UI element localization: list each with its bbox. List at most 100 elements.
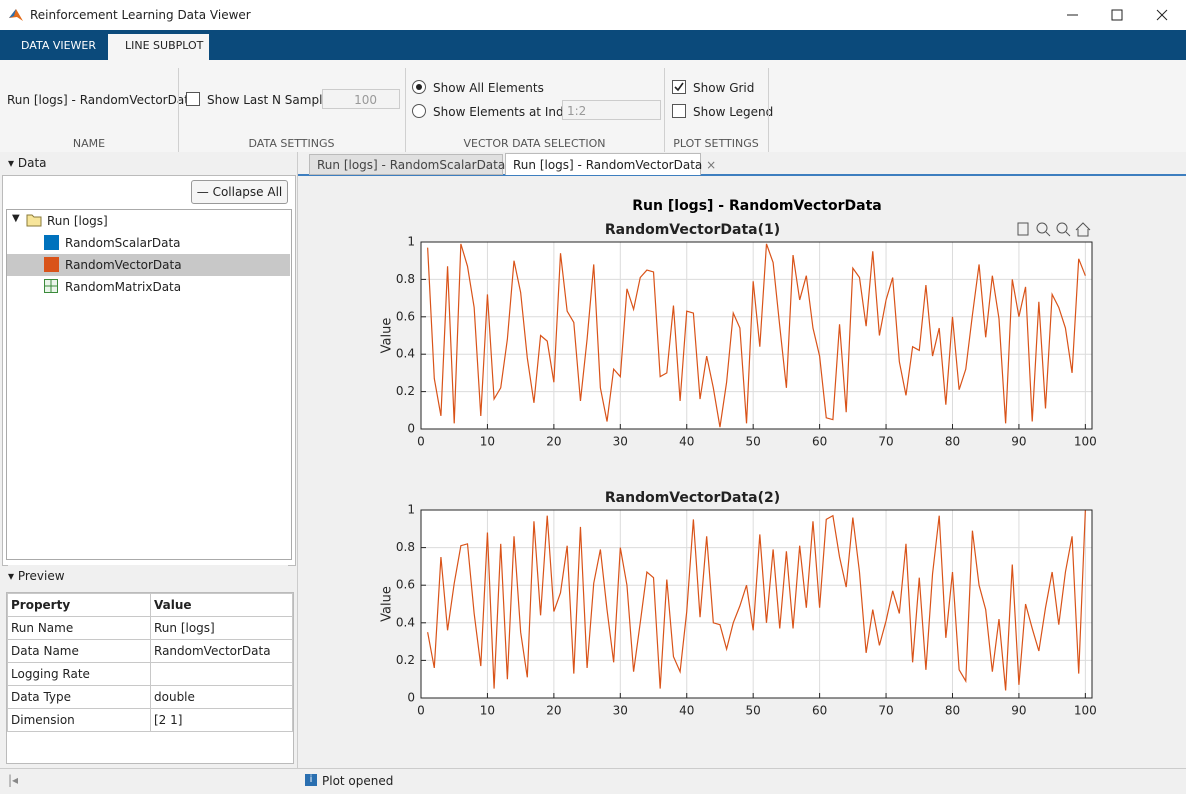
x-tick-label: 70 [878,435,893,449]
y-tick-label: 0.2 [396,653,415,667]
preview-table: Property Value Run Name Run [logs] Data Na… [7,593,293,732]
y-tick-label: 0 [407,691,415,705]
table-cell: Run [logs] [150,616,293,640]
y-tick-label: 0.6 [396,578,415,592]
radio-label: Show Elements at Index [433,105,578,119]
window-controls[interactable] [1050,0,1186,30]
tree-node[interactable]: RandomMatrixData [65,280,182,294]
tree-node[interactable]: RandomVectorData [65,258,182,272]
x-tick-label: 60 [812,704,827,718]
x-tick-label: 40 [679,435,694,449]
x-tick-label: 10 [480,435,495,449]
table-header: Value [150,593,293,617]
x-tick-label: 20 [546,704,561,718]
axes-title: RandomVectorData(1) [605,222,780,238]
plot-area: Run [logs] - RandomVectorData 0 10 20 30 40 5… [380,198,1097,718]
x-tick-label: 90 [1011,435,1026,449]
axes-toolbar[interactable] [1017,222,1091,237]
x-tick-label: 0 [417,704,425,718]
section-label: PLOT SETTINGS [673,137,759,150]
tree-node[interactable]: RandomScalarData [65,236,181,250]
radio-label: Show All Elements [433,81,544,95]
section-label: NAME [72,137,106,150]
table-cell: Data Name [7,639,151,663]
separator [768,68,769,152]
x-tick-label: 100 [1074,704,1097,718]
x-tick-label: 10 [480,704,495,718]
x-tick-label: 50 [746,435,761,449]
plot-tab-active[interactable]: Run [logs] - RandomVectorData × [505,153,716,175]
table-cell: RandomVectorData [150,639,293,663]
y-tick-label: 0.2 [396,384,415,398]
x-tick-label: 100 [1074,435,1097,449]
checkbox[interactable] [672,104,686,118]
table-cell [150,662,293,686]
y-tick-label: 1 [407,503,415,517]
status-bar [0,768,1186,794]
x-tick-label: 70 [878,704,893,718]
window-title: Reinforcement Learning Data Viewer [30,8,251,22]
checkbox[interactable] [186,92,200,106]
tree-expander[interactable]: ▼ [12,213,20,224]
radio[interactable] [412,104,426,118]
checkbox-label: Show Legend [693,105,774,119]
checkbox-label: Show Grid [693,81,755,95]
x-tick-label: 40 [679,704,694,718]
table-cell: [2 1] [150,708,293,732]
status-text: Plot opened [322,774,394,788]
table-cell: Dimension [7,708,151,732]
preview-panel: Property Value Run Name Run [logs] Data Na… [6,592,294,764]
tree-selection [7,254,290,276]
tab-label: Run [logs] - RandomVectorData [513,158,703,172]
samples-field[interactable]: 100 [322,89,400,109]
ribbon-tab[interactable]: DATA VIEWER [21,39,97,52]
tree-node[interactable]: Run [logs] [47,214,108,228]
vector-icon [44,257,59,272]
axes-title: RandomVectorData(2) [605,490,780,506]
scalar-icon [44,235,59,250]
x-tick-label: 0 [417,435,425,449]
y-axis-label: Value [380,318,395,354]
section-label: VECTOR DATA SELECTION [463,137,606,150]
figure-title: Run [logs] - RandomVectorData [632,198,881,214]
y-tick-label: 1 [407,235,415,249]
ribbon-tab-label: LINE SUBPLOT [125,39,204,52]
y-axis-label: Value [380,586,395,622]
y-tick-label: 0.4 [396,615,415,629]
x-tick-label: 20 [546,435,561,449]
x-tick-label: 80 [945,435,960,449]
y-tick-label: 0.8 [396,272,415,286]
data-line [427,243,1086,428]
axes-frame [420,509,1093,699]
table-cell: Run Name [7,616,151,640]
separator [664,68,665,152]
run-name: Run [logs] - RandomVectorData [7,93,197,107]
y-tick-label: 0.6 [396,309,415,323]
table-cell: Data Type [7,685,151,709]
data-line [427,509,1086,691]
matrix-icon [44,279,58,293]
checkbox-checked[interactable] [672,80,686,94]
y-tick-label: 0.4 [396,347,415,361]
index-field[interactable]: 1:2 [562,100,661,120]
tab-label: Run [logs] - RandomScalarData [317,158,506,172]
y-tick-label: 0 [407,422,415,436]
panel-title: Preview [17,569,65,583]
data-panel-header: ▾ Data [8,152,288,174]
table-cell: Logging Rate [7,662,151,686]
radio-selected[interactable] [412,80,426,94]
separator [405,68,406,152]
collapse-button[interactable]: — Collapse All [191,180,288,204]
section-label: DATA SETTINGS [248,137,335,150]
separator [178,68,179,152]
title-bar: Reinforcement Learning Data Viewer [0,0,1186,30]
app-icon [9,9,23,21]
plot-tab[interactable]: Run [logs] - RandomScalarData × [309,154,519,175]
table-cell: double [150,685,293,709]
panel-collapse[interactable]: |◂ [8,773,19,787]
x-tick-label: 50 [746,704,761,718]
axes-frame [420,241,1093,430]
axes-background [421,242,1092,429]
ribbon-tab-active[interactable]: LINE SUBPLOT [108,34,209,60]
x-tick-label: 80 [945,704,960,718]
